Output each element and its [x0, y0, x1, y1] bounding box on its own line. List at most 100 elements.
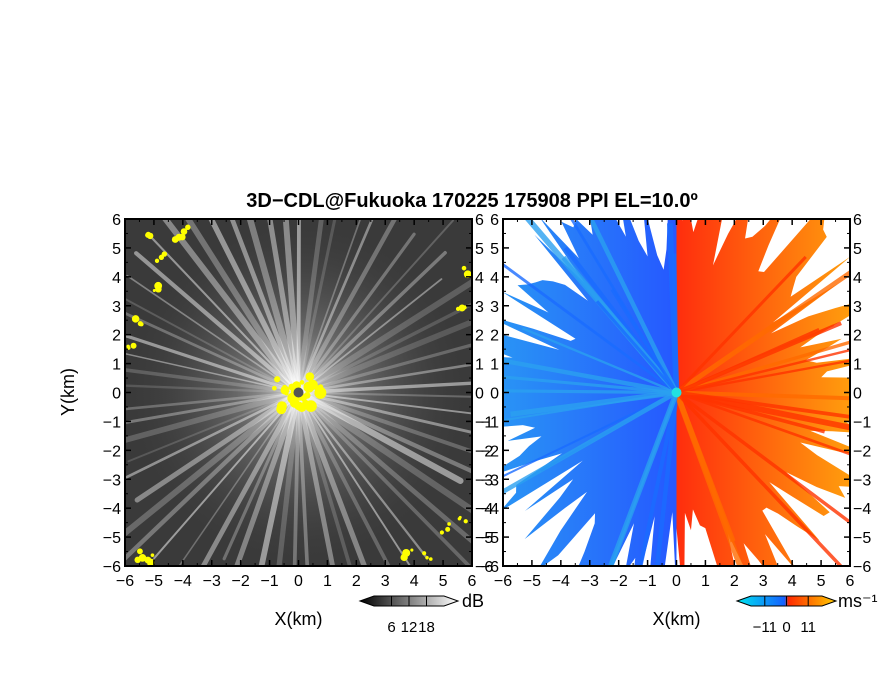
velocity-y-tick-label-right: −1 — [853, 414, 871, 431]
reflectivity-highlight-blob — [131, 315, 140, 323]
velocity-colorbar-tick-label: 0 — [782, 619, 790, 636]
reflectivity-ray — [297, 219, 374, 394]
velocity-y-tick-label-right: 4 — [853, 270, 862, 287]
reflectivity-ray — [125, 297, 300, 394]
reflectivity-y-tick-label-left: 3 — [112, 299, 121, 316]
velocity-x-tick-label: 1 — [701, 573, 710, 590]
reflectivity-ray — [295, 389, 368, 566]
reflectivity-highlight-blob — [171, 236, 179, 243]
velocity-x-tick-label: −1 — [638, 573, 656, 590]
velocity-x-tick-label: 4 — [788, 573, 797, 590]
velocity-ray — [676, 391, 850, 456]
velocity-y-tick-label-left: 4 — [490, 270, 499, 287]
reflectivity-ray — [295, 318, 472, 396]
reflectivity-highlight-blob — [137, 321, 143, 327]
reflectivity-colorbar-ticks: 6 12 18 — [387, 596, 435, 636]
reflectivity-ray — [125, 391, 300, 425]
reflectivity-ray — [200, 390, 301, 566]
reflectivity-highlight-blob — [455, 306, 461, 312]
reflectivity-ray — [296, 390, 472, 474]
reflectivity-y-tick-label-left: 1 — [112, 357, 121, 374]
reflectivity-ray — [297, 391, 429, 560]
velocity-ray — [610, 288, 678, 394]
velocity-ray — [503, 358, 677, 395]
reflectivity-y-tick-label-left: 0 — [112, 386, 121, 403]
reflectivity-ray — [296, 219, 324, 395]
reflectivity-ray — [296, 390, 336, 566]
velocity-colorbar: −11 0 11 ms⁻¹ — [735, 591, 878, 636]
reflectivity-colorbar-tick-label: 12 — [401, 619, 418, 636]
velocity-colorbar-tick-label: 11 — [800, 619, 816, 636]
reflectivity-ray — [296, 390, 472, 454]
reflectivity-ray — [153, 391, 300, 560]
reflectivity-ray — [296, 251, 447, 395]
reflectivity-highlight-blob — [180, 228, 188, 235]
reflectivity-x-axis-label: X(km) — [275, 609, 323, 629]
reflectivity-y-tick-label-right: −2 — [475, 443, 493, 460]
velocity-ray — [673, 391, 744, 566]
reflectivity-y-tick-label-left: −1 — [103, 414, 121, 431]
velocity-y-tick-label-right: −4 — [853, 501, 871, 518]
reflectivity-x-tick-label: −3 — [203, 573, 221, 590]
reflectivity-ray — [178, 391, 300, 566]
reflectivity-ray — [208, 219, 302, 396]
reflectivity-highlight-blob — [463, 519, 468, 524]
reflectivity-ray — [295, 278, 472, 396]
velocity-y-tick-label-right: 0 — [853, 386, 862, 403]
velocity-ray — [638, 392, 679, 566]
velocity-y-tick-label-left: 1 — [490, 357, 499, 374]
velocity-ray — [676, 390, 826, 434]
velocity-y-tick-label-left: 0 — [490, 386, 499, 403]
reflectivity-ray — [134, 251, 301, 395]
velocity-y-tick-label-left: 5 — [490, 241, 499, 258]
reflectivity-ray — [296, 390, 391, 566]
velocity-x-tick-label: −2 — [610, 573, 628, 590]
velocity-ray — [654, 392, 679, 566]
reflectivity-highlight-blob — [458, 304, 466, 312]
velocity-y-tick-label-left: 2 — [490, 328, 499, 345]
reflectivity-ray — [296, 390, 472, 566]
reflectivity-y-tick-label-right: −3 — [475, 472, 493, 489]
reflectivity-y-tick-label-left: 2 — [112, 328, 121, 345]
velocity-ray — [676, 390, 850, 419]
reflectivity-y-tick-label-left: −2 — [103, 443, 121, 460]
radar-marker-velocity — [671, 387, 682, 398]
reflectivity-ray — [295, 389, 464, 485]
reflectivity-highlight-blob — [410, 548, 414, 552]
reflectivity-ray — [297, 391, 472, 398]
reflectivity-y-tick-label-left: 4 — [112, 270, 121, 287]
reflectivity-y-tick-label-right: 2 — [475, 328, 484, 345]
velocity-y-tick-label-right: −3 — [853, 472, 871, 489]
reflectivity-ray — [229, 219, 301, 395]
reflectivity-highlight-blob — [301, 396, 307, 402]
velocity-x-tick-label: 5 — [817, 573, 826, 590]
reflectivity-highlight-blob — [293, 401, 303, 410]
reflectivity-y-tick-label-left: −4 — [103, 501, 121, 518]
reflectivity-y-tick-label-right: 4 — [475, 270, 484, 287]
velocity-y-tick-label-right: −2 — [853, 443, 871, 460]
reflectivity-ray — [292, 390, 301, 566]
reflectivity-highlight-blob — [150, 553, 155, 557]
reflectivity-highlight-blob — [422, 551, 427, 556]
reflectivity-ray — [297, 219, 454, 394]
reflectivity-highlight-blob — [161, 251, 168, 257]
reflectivity-x-tick-label: 3 — [381, 573, 390, 590]
velocity-colorbar-unit: ms⁻¹ — [838, 591, 878, 611]
velocity-ray — [676, 348, 850, 394]
velocity-colorbar-ticks: −11 0 11 — [753, 596, 816, 636]
velocity-ray — [503, 390, 678, 495]
velocity-y-tick-label-right: −6 — [853, 559, 871, 576]
reflectivity-ray — [184, 219, 302, 396]
reflectivity-ray — [296, 390, 472, 545]
reflectivity-ray — [297, 391, 472, 415]
reflectivity-y-tick-label-left: 6 — [112, 212, 121, 229]
velocity-y-tick-label-right: 1 — [853, 357, 862, 374]
reflectivity-ray — [234, 389, 302, 566]
reflectivity-highlight-blob — [299, 380, 305, 385]
reflectivity-ray — [267, 219, 302, 396]
reflectivity-ray — [125, 368, 301, 395]
reflectivity-rays — [125, 219, 472, 566]
reflectivity-axes: −6 −5 −4 −3 −2 −1 0 1 2 3 4 5 6−6 −6−5 −5−4 −4−3 −3−2 −2−… — [103, 212, 494, 590]
reflectivity-x-tick-label: −2 — [232, 573, 250, 590]
radar-marker-reflectivity — [293, 387, 304, 398]
